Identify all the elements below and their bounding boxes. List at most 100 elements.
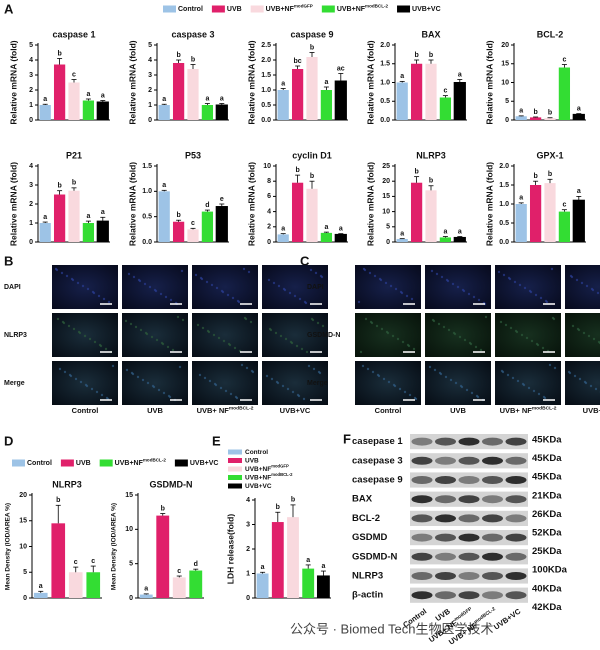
cell-speck (321, 324, 325, 328)
cell-speck (520, 333, 524, 337)
cell-speck (181, 318, 185, 322)
y-tick-label: 10 (125, 526, 133, 533)
cell-speck (284, 337, 288, 341)
bar (256, 573, 269, 598)
y-tick-label: 2.0 (499, 163, 509, 170)
legend-swatch (228, 449, 242, 455)
bar (68, 82, 80, 120)
cell-speck (207, 330, 211, 334)
cell-speck (242, 267, 246, 271)
y-axis-label: Relative mRNA (fold) (127, 162, 137, 246)
cell-speck (442, 325, 446, 329)
legend-label: Control (245, 449, 268, 456)
cell-speck (523, 286, 527, 290)
bar (187, 229, 199, 242)
significance-letter: a (458, 228, 462, 235)
cell-speck (166, 345, 170, 349)
y-tick-label: 5 (505, 98, 509, 105)
cell-speck (251, 370, 255, 374)
cell-speck (76, 281, 80, 285)
bar (156, 515, 170, 598)
significance-letter: b (295, 167, 299, 174)
bar (139, 594, 153, 598)
significance-letter: ac (337, 65, 345, 72)
cell-speck (97, 294, 101, 298)
cell-speck (539, 296, 543, 300)
bar (320, 232, 333, 242)
cell-speck (125, 368, 129, 372)
blot-band (435, 514, 456, 523)
significance-letter: d (205, 202, 209, 209)
y-tick-label: 0 (505, 117, 509, 124)
blot-band (435, 437, 456, 446)
cell-speck (224, 389, 228, 393)
y-axis-label: Mean Density (IOD/AREA %) (5, 503, 12, 590)
column-label-main: UVB (450, 406, 466, 415)
blot-band (458, 437, 480, 446)
cell-speck (200, 277, 204, 281)
y-tick-label: 0 (148, 117, 152, 124)
micrograph (122, 313, 188, 357)
cell-speck (291, 390, 295, 394)
cell-speck (552, 317, 556, 321)
protein-label: NLRP3 (352, 571, 383, 582)
protein-label: casepase 9 (352, 475, 403, 486)
cell-speck (215, 286, 219, 290)
significance-letter: a (144, 586, 148, 593)
row-label: NLRP3 (4, 332, 27, 339)
cell-speck (55, 268, 59, 272)
cell-speck (132, 275, 136, 279)
cell-speck (474, 345, 478, 349)
column-label-main: Control (375, 406, 402, 415)
column-label-main: UVB+VC (583, 406, 600, 415)
blot-band (505, 533, 527, 542)
significance-letter: e (220, 196, 224, 203)
bar (68, 572, 83, 598)
cell-speck (391, 334, 395, 338)
legend-swatch (321, 5, 335, 13)
legend-label: UVB+VC (412, 6, 441, 13)
blot-band (411, 476, 433, 484)
legend-label: UVB (245, 457, 259, 464)
blot-band (505, 476, 527, 484)
cell-speck (180, 269, 184, 273)
y-tick-label: 1.0 (142, 188, 152, 195)
cell-speck (71, 278, 75, 282)
column-label: UVB+VC (583, 406, 600, 415)
cell-speck (499, 320, 503, 324)
bar (172, 577, 186, 598)
cell-speck (534, 293, 538, 297)
blot-band (411, 591, 433, 600)
cell-speck (497, 270, 501, 274)
significance-letter: b (161, 505, 165, 512)
micrograph (495, 361, 561, 405)
cell-speck (228, 343, 232, 347)
protein-label: BAX (352, 494, 373, 505)
cell-speck (74, 377, 78, 381)
cell-speck (386, 331, 390, 335)
cell-speck (297, 394, 301, 398)
panel-label: A (4, 1, 14, 16)
significance-letter: a (43, 96, 47, 103)
bar (201, 105, 214, 120)
blot-band (458, 495, 480, 504)
cell-speck (129, 322, 133, 326)
size-label: 25KDa (532, 546, 562, 557)
significance-letter: a (162, 182, 166, 189)
micrograph (565, 313, 600, 357)
size-label: 45KDa (532, 472, 562, 483)
y-tick-label: 0.0 (142, 239, 152, 246)
blot-band (482, 533, 503, 542)
legend-label-main: UVB+NF (245, 466, 271, 473)
y-tick-label: 1.0 (499, 201, 509, 208)
cell-speck (146, 381, 150, 385)
legend-label-sup: modBCL-2 (365, 4, 388, 9)
significance-letter: b (429, 178, 433, 185)
cell-speck (435, 272, 439, 276)
column-label-sup: modBCL-2 (229, 406, 254, 412)
cell-speck (361, 364, 365, 368)
cell-speck (400, 291, 404, 295)
bar (291, 69, 304, 120)
cell-speck (219, 386, 223, 390)
significance-letter: b (176, 52, 180, 59)
